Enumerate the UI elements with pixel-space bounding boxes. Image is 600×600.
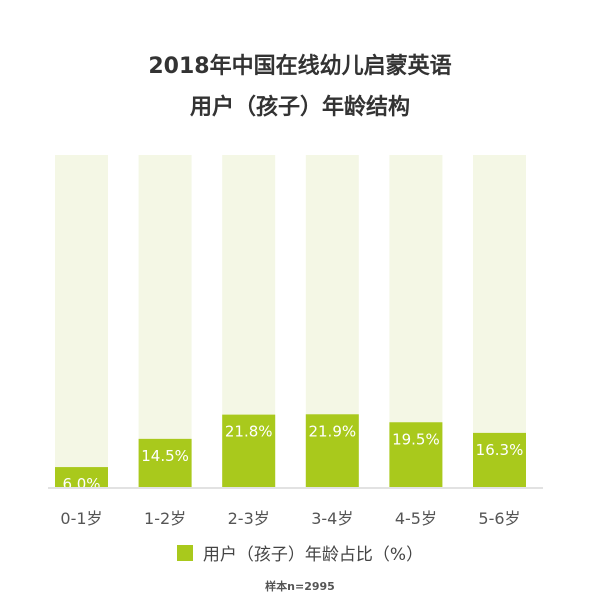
x-tick-label: 0-1岁 <box>60 509 102 528</box>
chart-title: 2018年中国在线幼儿启蒙英语 <box>148 54 452 79</box>
bar <box>305 414 359 487</box>
legend-swatch <box>176 544 193 561</box>
data-label: 16.3% <box>476 441 524 459</box>
x-tick-label: 1-2岁 <box>144 509 186 528</box>
bar <box>389 422 443 487</box>
data-label: 6.0% <box>62 475 100 493</box>
legend-label: 用户（孩子）年龄占比（%） <box>202 545 424 565</box>
data-label: 19.5% <box>392 430 440 448</box>
x-tick-label: 4-5岁 <box>395 509 437 528</box>
chart-subtitle: 用户（孩子）年龄结构 <box>189 95 410 120</box>
bar <box>55 467 108 487</box>
bar <box>473 432 526 487</box>
background-bar <box>473 155 526 487</box>
x-tick-label: 2-3岁 <box>228 509 270 528</box>
data-label: 21.8% <box>225 423 273 441</box>
x-tick-label: 3-4岁 <box>311 509 353 528</box>
data-label: 14.5% <box>141 447 189 465</box>
sample-note: 样本n=2995 <box>265 580 335 593</box>
background-bar <box>138 155 192 487</box>
bar <box>138 438 192 487</box>
bar <box>222 414 276 487</box>
x-tick-label: 5-6岁 <box>478 509 520 528</box>
background-bar <box>55 155 108 487</box>
legend: 用户（孩子）年龄占比（%） <box>0 540 600 565</box>
data-label: 21.9% <box>308 422 356 440</box>
